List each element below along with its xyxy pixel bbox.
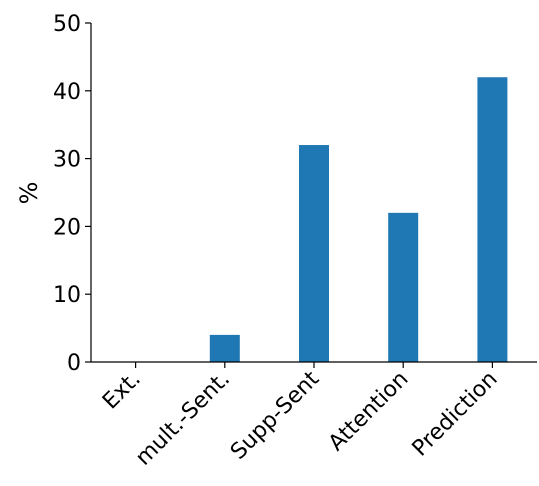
- y-axis: 0 10 20 30 40 50: [53, 12, 92, 376]
- y-tick-label: 30: [53, 148, 81, 173]
- y-tick-label: 20: [53, 215, 81, 240]
- x-tick-label: Prediction: [408, 367, 503, 462]
- bar-supp-sent: [299, 145, 329, 362]
- bar-attention: [388, 212, 419, 362]
- x-tick-label: Supp-Sent: [226, 366, 324, 464]
- x-tick-label: mult.-Sent.: [131, 367, 235, 471]
- y-tick-label: 50: [53, 12, 81, 37]
- bars-group: [209, 77, 508, 363]
- bar-prediction: [477, 77, 508, 363]
- y-tick-label: 10: [53, 283, 81, 308]
- x-tick-label: Attention: [324, 367, 413, 456]
- y-tick-label: 0: [67, 351, 81, 376]
- x-axis: Ext.mult.-Sent.Supp-Sent AttentionPredict…: [91, 361, 537, 471]
- y-tick-label: 40: [53, 80, 81, 105]
- bar-mult-sent: [209, 334, 240, 362]
- x-tick-label: Ext.: [98, 367, 146, 415]
- y-axis-label: %: [15, 182, 43, 205]
